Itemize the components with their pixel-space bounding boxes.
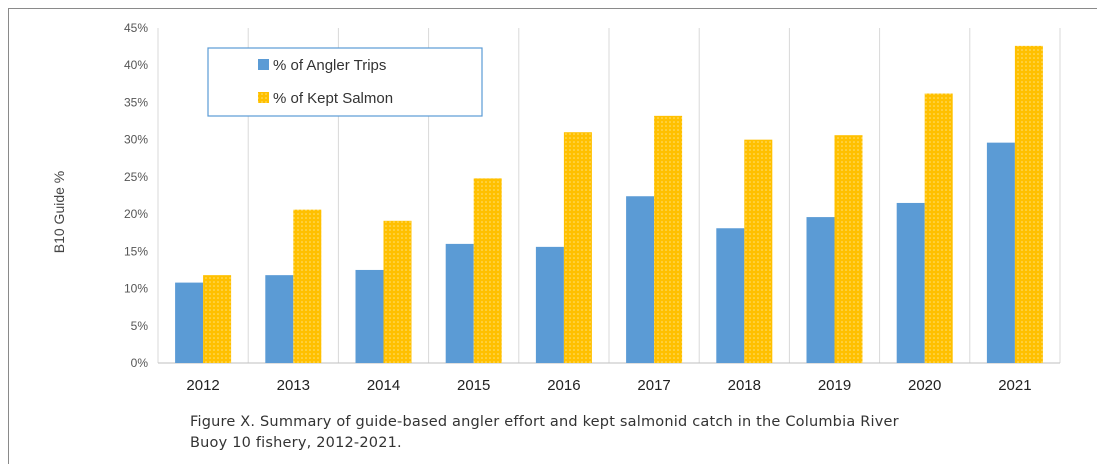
x-tick-label: 2021 [998, 377, 1031, 394]
bar-angler-trips-2013 [265, 275, 294, 363]
x-tick-label: 2018 [728, 377, 761, 394]
bar-kept-salmon-2017 [654, 115, 683, 363]
y-tick-label: 5% [131, 319, 149, 333]
legend-box [207, 47, 483, 117]
bar-kept-salmon-2018 [744, 139, 773, 363]
legend: % of Angler Trips % of Kept Salmon [207, 47, 483, 117]
bar-kept-salmon-2019 [834, 135, 863, 363]
legend-swatch-angler-trips [258, 59, 269, 70]
caption-line-2: Buoy 10 fishery, 2012-2021. [190, 435, 402, 451]
legend-label-kept-salmon: % of Kept Salmon [273, 90, 393, 107]
bar-kept-salmon-2012 [203, 275, 232, 363]
x-tick-label: 2019 [818, 377, 851, 394]
x-axis-ticks: 2012 2013 2014 2015 2016 2017 2018 2019 2020 2021 [186, 377, 1031, 394]
bar-kept-salmon-2013 [293, 209, 322, 363]
bar-kept-salmon-2016 [563, 132, 592, 363]
legend-label-angler-trips: % of Angler Trips [273, 57, 386, 74]
y-tick-label: 45% [124, 21, 148, 35]
bar-kept-salmon-2020 [924, 93, 953, 363]
y-axis-label: B10 Guide % [51, 171, 67, 254]
x-tick-label: 2012 [186, 377, 219, 394]
bar-kept-salmon-2014 [383, 220, 412, 363]
figure-caption: Figure X. Summary of guide-based angler … [190, 412, 1070, 454]
bar-angler-trips-2019 [806, 217, 835, 363]
bar-angler-trips-2021 [986, 142, 1015, 363]
bar-angler-trips-2016 [535, 246, 564, 363]
bar-angler-trips-2012 [175, 282, 204, 363]
x-tick-label: 2020 [908, 377, 941, 394]
caption-line-1: Figure X. Summary of guide-based angler … [190, 414, 899, 430]
bar-angler-trips-2018 [716, 228, 745, 363]
bar-angler-trips-2014 [355, 269, 384, 363]
y-tick-label: 10% [124, 282, 148, 296]
y-tick-label: 20% [124, 207, 148, 221]
x-tick-label: 2013 [277, 377, 310, 394]
x-tick-label: 2017 [637, 377, 670, 394]
bar-kept-salmon-2021 [1014, 45, 1043, 363]
x-tick-label: 2015 [457, 377, 490, 394]
x-tick-label: 2014 [367, 377, 400, 394]
y-tick-label: 0% [131, 356, 149, 370]
bars [175, 45, 1043, 363]
y-tick-label: 30% [124, 133, 148, 147]
y-axis-ticks: 0% 5% 10% 15% 20% 25% 30% 35% 40% 45% [124, 21, 148, 370]
bar-angler-trips-2020 [896, 202, 925, 363]
y-tick-label: 15% [124, 244, 148, 258]
legend-swatch-kept-salmon [258, 92, 269, 103]
bar-angler-trips-2017 [626, 196, 655, 363]
y-tick-label: 25% [124, 170, 148, 184]
y-tick-label: 40% [124, 58, 148, 72]
bar-angler-trips-2015 [445, 243, 474, 363]
x-tick-label: 2016 [547, 377, 580, 394]
figure-frame [8, 8, 1097, 464]
bar-kept-salmon-2015 [473, 178, 502, 363]
y-tick-label: 35% [124, 95, 148, 109]
